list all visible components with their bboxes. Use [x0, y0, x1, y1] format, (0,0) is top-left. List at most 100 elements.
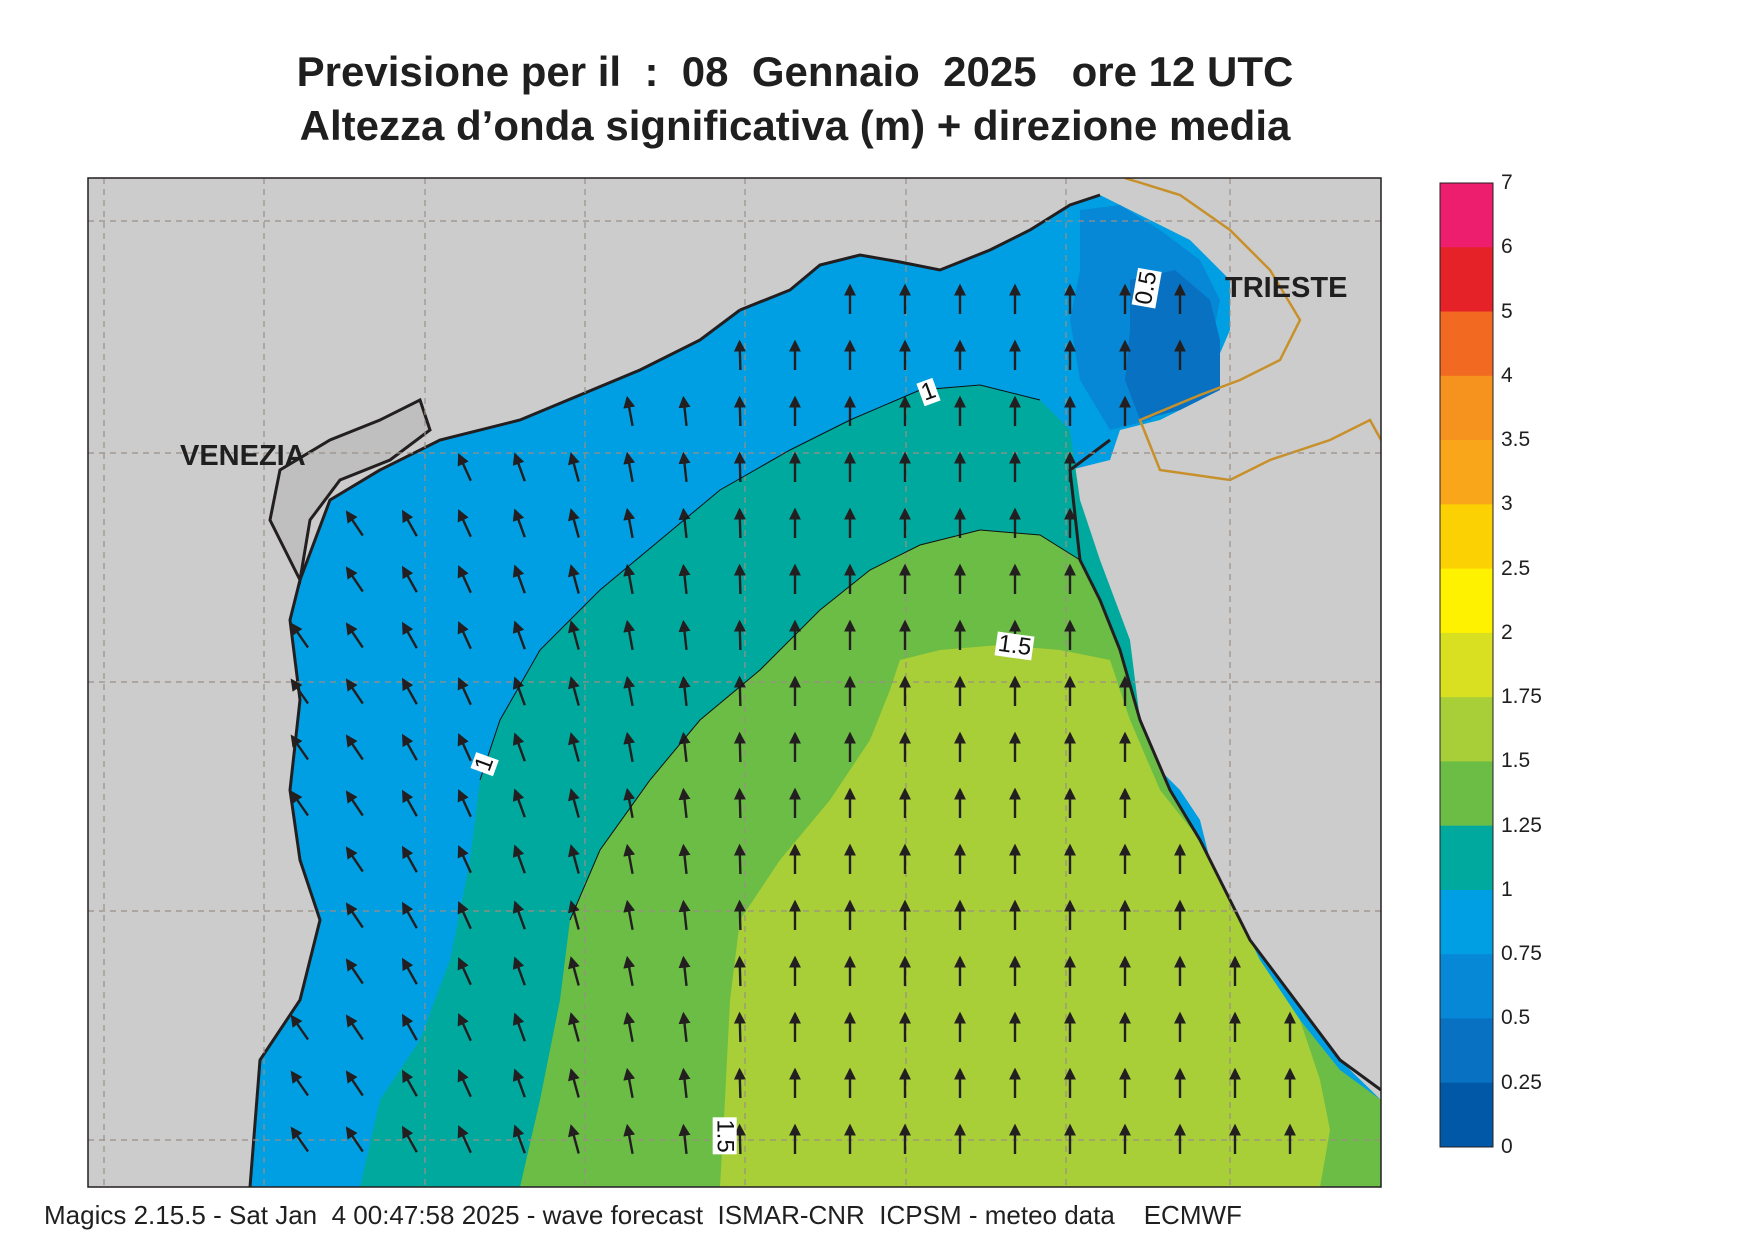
coastline-north	[739, 193, 1101, 312]
wave-direction-arrow	[402, 509, 418, 537]
colorbar-tick-label: 1.25	[1501, 813, 1542, 837]
wave-direction-arrow	[623, 451, 636, 483]
wave-direction-arrow	[733, 451, 746, 483]
wave-direction-arrow	[678, 843, 691, 875]
wave-direction-arrow	[678, 619, 691, 651]
wave-direction-arrow	[345, 958, 364, 985]
wave-direction-arrow	[457, 901, 472, 930]
wave-direction-arrow	[678, 899, 691, 931]
wave-direction-arrow	[623, 1067, 636, 1099]
wave-direction-arrow	[457, 957, 472, 986]
wave-direction-arrow	[623, 1011, 636, 1043]
wave-direction-arrow	[623, 395, 636, 427]
coastline-east	[1068, 438, 1381, 1092]
wave-direction-arrow	[512, 788, 526, 818]
wave-direction-arrow	[733, 787, 746, 819]
wave-direction-arrow	[457, 1125, 472, 1154]
wave-direction-arrow	[345, 510, 364, 537]
wave-direction-arrow	[568, 844, 580, 874]
wave-direction-arrow	[457, 1013, 472, 1042]
wave-direction-arrow	[623, 843, 636, 875]
wave-direction-arrow	[290, 678, 309, 705]
forecast-title: Previsione per il : 08 Gennaio 2025 ore …	[296, 48, 1294, 95]
colorbar-swatch	[1440, 954, 1493, 1019]
wave-direction-arrow	[733, 731, 746, 763]
national-border	[1124, 178, 1381, 482]
wave-direction-arrow	[345, 566, 364, 593]
wave-direction-arrow	[457, 565, 472, 594]
wave-direction-arrow	[457, 509, 472, 538]
wave-direction-arrow	[678, 1123, 691, 1155]
direction-arrows	[290, 283, 1296, 1155]
wave-direction-arrow	[678, 1011, 691, 1043]
wave-direction-arrow	[512, 620, 526, 650]
venice-lagoon	[268, 397, 432, 585]
colorbar-tick-label: 0	[1501, 1135, 1513, 1158]
contour-lines	[479, 384, 1081, 921]
footer-credit: Magics 2.15.5 - Sat Jan 4 00:47:58 2025 …	[44, 1200, 1242, 1230]
wave-direction-arrow	[512, 1124, 526, 1154]
wave-direction-arrow	[623, 619, 636, 651]
wave-direction-arrow	[568, 900, 580, 930]
colorbar-tick-label: 0.5	[1501, 1006, 1531, 1030]
wave-direction-arrow	[678, 787, 691, 819]
contour-label-0.5: 0.5	[1130, 267, 1163, 309]
wave-direction-arrow	[678, 451, 691, 483]
wave-direction-arrow	[623, 731, 636, 763]
wave-direction-arrow	[345, 734, 364, 761]
wave-direction-arrow	[512, 732, 526, 762]
wave-direction-arrow	[512, 676, 526, 706]
wave-direction-arrow	[568, 508, 580, 538]
wave-direction-arrow	[402, 1125, 418, 1153]
colorbar-swatch	[1440, 183, 1493, 248]
wave-direction-arrow	[733, 619, 746, 651]
wave-direction-arrow	[290, 734, 309, 761]
colorbar-tick-label: 2.5	[1501, 556, 1531, 580]
sea-band-1.5-1.75	[720, 645, 1330, 1187]
colorbar-tick-label: 3	[1501, 492, 1513, 516]
wave-direction-arrow	[457, 733, 472, 762]
colorbar-swatch	[1440, 761, 1493, 827]
wave-direction-arrow	[733, 955, 746, 987]
wave-direction-arrow	[623, 507, 636, 539]
wave-direction-arrow	[733, 899, 746, 931]
trieste-label: TRIESTE	[1225, 272, 1348, 304]
wave-direction-arrow	[345, 902, 364, 929]
wave-direction-arrow	[345, 1070, 364, 1097]
wave-direction-arrow	[457, 621, 472, 650]
wave-direction-arrow	[290, 622, 309, 649]
colorbar-swatch	[1440, 889, 1493, 955]
wave-direction-arrow	[568, 788, 580, 818]
wave-direction-arrow	[623, 675, 636, 707]
wave-direction-arrow	[568, 732, 580, 762]
colorbar-swatch	[1440, 440, 1493, 505]
wave-direction-arrow	[733, 339, 746, 371]
wave-direction-arrow	[402, 1069, 418, 1097]
wave-direction-arrow	[733, 1123, 746, 1155]
colorbar-tick-label: 3.5	[1501, 428, 1531, 452]
wave-direction-arrow	[678, 395, 691, 427]
colorbar	[1440, 183, 1493, 1148]
wave-direction-arrow	[623, 563, 636, 595]
wave-direction-arrow	[345, 1126, 364, 1153]
wave-direction-arrow	[733, 1067, 746, 1099]
wave-direction-arrow	[568, 676, 580, 706]
wave-direction-arrow	[457, 789, 472, 818]
colorbar-swatch	[1440, 247, 1493, 313]
colorbar-tick-label: 1	[1501, 877, 1513, 901]
wave-direction-arrow	[568, 620, 580, 650]
wave-direction-arrow	[733, 395, 746, 427]
map-frame	[87, 177, 1382, 1188]
wave-direction-arrow	[512, 508, 526, 538]
colorbar-tick-label: 1.5	[1501, 749, 1531, 773]
wave-direction-arrow	[733, 1011, 746, 1043]
colorbar-swatch	[1440, 375, 1493, 441]
wave-direction-arrow	[512, 900, 526, 930]
wave-direction-arrow	[457, 453, 472, 482]
colorbar-swatch	[1440, 504, 1493, 570]
contour-label-1.5-north: 1.5	[994, 629, 1035, 662]
wave-direction-arrow	[568, 1068, 580, 1098]
colorbar-swatch	[1440, 1018, 1493, 1084]
variable-subtitle: Altezza d’onda significativa (m) + direz…	[299, 102, 1291, 149]
